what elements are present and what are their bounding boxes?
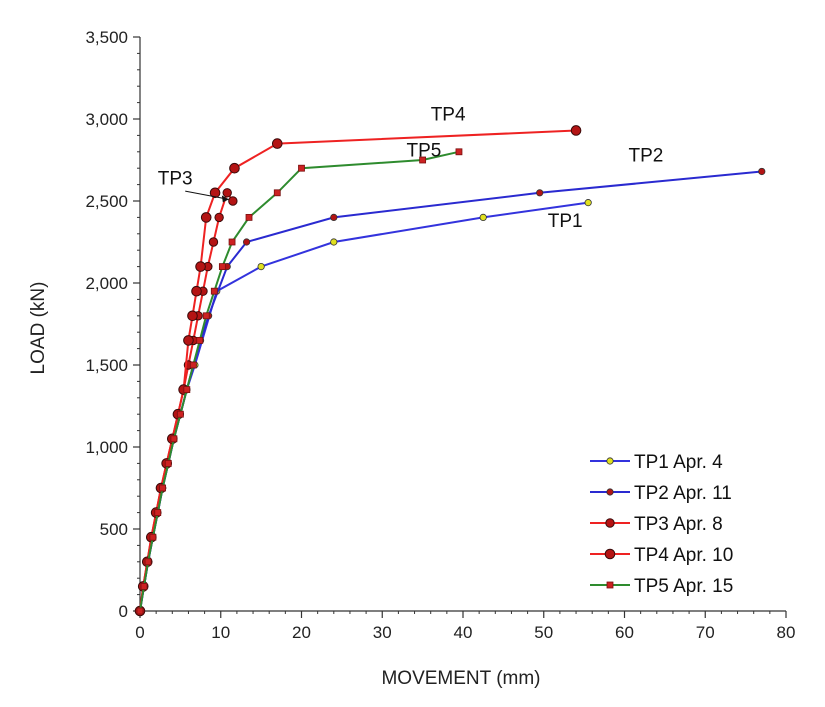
data-point xyxy=(136,607,144,615)
data-point xyxy=(228,196,238,206)
legend-item-4: TP4 Apr. 10 xyxy=(590,545,733,566)
series-label-1: TP1 xyxy=(548,211,583,232)
data-point xyxy=(189,361,197,369)
legend-swatch-marker xyxy=(604,548,616,560)
data-point xyxy=(245,213,253,221)
data-point xyxy=(195,261,206,272)
tp3-leader-line xyxy=(185,190,229,200)
data-point xyxy=(154,509,162,517)
x-tick-label: 40 xyxy=(454,623,473,642)
series-labels: TP4 TP5 TP2 TP1 TP3 xyxy=(158,105,664,233)
data-point xyxy=(144,558,152,566)
data-point xyxy=(208,237,219,247)
y-tick-label: 3,500 xyxy=(85,28,128,47)
data-point xyxy=(191,285,202,297)
series-1 xyxy=(136,199,592,615)
series-line xyxy=(139,129,577,612)
y-tick-label: 1,500 xyxy=(85,356,128,375)
y-tick-label: 1,000 xyxy=(85,438,128,457)
data-point xyxy=(298,164,305,172)
x-tick-label: 30 xyxy=(373,623,392,642)
data-point xyxy=(214,212,224,223)
tp3-leader-arrowhead xyxy=(221,195,229,203)
x-tick-label: 0 xyxy=(135,623,144,642)
data-point xyxy=(242,238,251,246)
data-point xyxy=(196,336,204,344)
legend-swatch-marker xyxy=(606,457,614,465)
data-point xyxy=(273,189,281,197)
data-point xyxy=(170,435,178,443)
series-4 xyxy=(134,125,582,617)
data-point xyxy=(584,199,592,207)
y-axis-title: LOAD (kN) xyxy=(28,282,49,375)
data-point xyxy=(229,162,240,174)
legend-swatch-marker xyxy=(606,488,614,496)
y-tick-label: 2,500 xyxy=(85,192,128,211)
data-point xyxy=(202,312,210,320)
data-point xyxy=(455,148,463,156)
legend-item-3: TP3 Apr. 8 xyxy=(590,514,723,535)
data-point xyxy=(257,262,265,271)
legend-item-5: TP5 Apr. 15 xyxy=(590,576,733,597)
legend-swatch-marker xyxy=(606,581,614,589)
series-layer xyxy=(134,125,766,617)
series-label-4: TP4 xyxy=(431,105,466,126)
data-point xyxy=(330,213,338,221)
legend-item-2: TP2 Apr. 11 xyxy=(590,483,732,504)
data-point xyxy=(536,189,544,197)
x-tick-label: 70 xyxy=(696,623,715,642)
series-5 xyxy=(136,148,463,615)
legend-label: TP3 Apr. 8 xyxy=(634,514,723,535)
data-point xyxy=(209,187,221,199)
data-point xyxy=(159,484,167,492)
x-tick-label: 50 xyxy=(534,623,553,642)
x-tick-label: 80 xyxy=(777,623,796,642)
data-point xyxy=(330,238,338,246)
y-tick-label: 500 xyxy=(100,520,128,539)
x-tick-label: 20 xyxy=(292,623,311,642)
legend-label: TP5 Apr. 15 xyxy=(634,576,733,597)
series-label-2: TP2 xyxy=(629,146,664,167)
legend-swatch-marker xyxy=(605,518,615,528)
series-label-5: TP5 xyxy=(406,141,441,162)
data-point xyxy=(419,156,427,164)
data-point xyxy=(164,459,172,467)
data-point xyxy=(271,138,283,149)
y-tick-label: 0 xyxy=(119,602,128,621)
data-point xyxy=(570,125,582,136)
x-tick-label: 10 xyxy=(211,623,230,642)
data-point xyxy=(218,263,226,271)
legend-label: TP4 Apr. 10 xyxy=(634,545,733,566)
data-point xyxy=(228,238,236,246)
data-point xyxy=(176,410,184,418)
data-point xyxy=(200,212,212,223)
x-tick-label: 60 xyxy=(615,623,634,642)
legend: TP1 Apr. 4 TP2 Apr. 11 TP3 Apr. 8 TP4 Apr. … xyxy=(590,452,733,597)
data-point xyxy=(187,310,198,322)
series-line xyxy=(139,150,460,612)
data-point xyxy=(140,583,148,590)
legend-label: TP2 Apr. 11 xyxy=(634,483,732,504)
series-line xyxy=(139,190,234,612)
legend-label: TP1 Apr. 4 xyxy=(634,452,723,473)
data-point xyxy=(758,167,766,176)
data-point xyxy=(210,287,218,295)
data-point xyxy=(149,533,157,541)
y-tick-label: 3,000 xyxy=(85,110,128,129)
data-point xyxy=(222,188,232,198)
x-axis-title: MOVEMENT (mm) xyxy=(381,668,540,689)
axes: 0 500 1,000 1,500 2,000 2,500 3,000 3,500 0 10 20 3… xyxy=(85,28,795,642)
series-label-3: TP3 xyxy=(158,169,193,190)
legend-item-1: TP1 Apr. 4 xyxy=(590,452,723,473)
data-point xyxy=(479,213,487,221)
y-tick-label: 2,000 xyxy=(85,274,128,293)
data-point xyxy=(183,335,194,346)
data-point xyxy=(183,386,191,394)
